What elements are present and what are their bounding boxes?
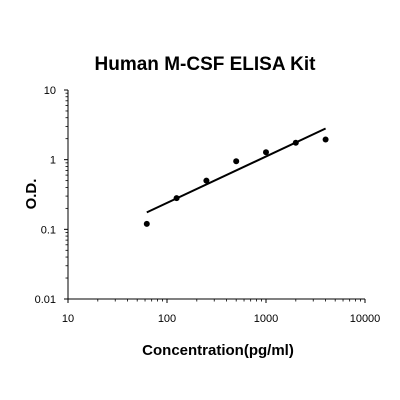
x-tick-label: 10000 xyxy=(350,313,381,325)
chart-title: Human M-CSF ELISA Kit xyxy=(95,54,317,75)
x-tick-label: 1000 xyxy=(254,313,278,325)
fit-line xyxy=(146,127,327,214)
y-tick-label: 0.01 xyxy=(35,294,56,306)
y-tick-label: 1 xyxy=(50,155,56,167)
data-point xyxy=(322,136,329,143)
y-axis-label: O.D. xyxy=(23,179,40,210)
series-layer xyxy=(143,127,329,227)
data-point xyxy=(143,220,150,227)
y-tick-label: 10 xyxy=(44,85,56,97)
x-axis-ticks: 10 100 1000 10000 xyxy=(62,299,380,325)
y-tick-label: 0.1 xyxy=(41,224,56,236)
plot-frame xyxy=(67,90,365,300)
x-tick-label: 10 xyxy=(62,313,74,325)
data-point xyxy=(233,158,240,165)
data-point xyxy=(203,177,210,184)
x-axis-label: Concentration(pg/ml) xyxy=(142,342,294,359)
y-axis-ticks: 0.01 0.1 1 10 xyxy=(35,85,68,306)
x-tick-label: 100 xyxy=(158,313,176,325)
data-point xyxy=(263,149,269,156)
